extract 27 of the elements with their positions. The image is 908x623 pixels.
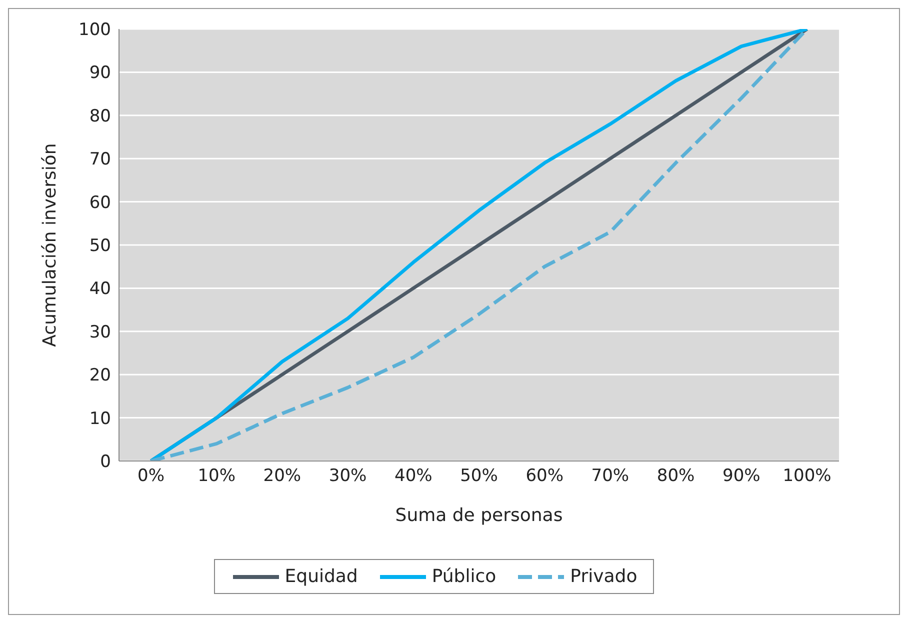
y-tick-label: 50 (89, 236, 111, 256)
y-tick-label: 10 (89, 408, 111, 429)
y-tick-label: 20 (89, 366, 111, 386)
x-tick-label: 20% (263, 466, 302, 486)
y-tick-label: 100 (78, 20, 111, 40)
x-tick-label: 10% (198, 466, 236, 486)
x-tick-label: 60% (526, 466, 564, 486)
legend-label: Privado (569, 566, 638, 587)
legend-label: Público (430, 566, 496, 587)
x-tick-label: 90% (722, 466, 760, 486)
x-tick-label: 40% (394, 466, 432, 486)
x-tick-label: 70% (591, 466, 630, 486)
y-tick-label: 90 (89, 63, 111, 84)
x-tick-label: 0% (138, 466, 164, 486)
y-tick-label: 0 (100, 452, 111, 472)
y-tick-label: 60 (89, 192, 111, 213)
x-tick-label: 30% (328, 466, 367, 486)
x-tick-label: 80% (656, 466, 695, 486)
legend-label: Equidad (284, 566, 358, 587)
y-tick-label: 70 (89, 150, 111, 170)
y-axis-title: Acumulación inversión (39, 143, 60, 347)
y-tick-label: 40 (89, 279, 111, 300)
x-axis-title: Suma de personas (395, 505, 563, 526)
x-tick-label: 50% (460, 466, 498, 486)
x-tick-label: 100% (782, 466, 832, 486)
y-tick-label: 80 (89, 106, 111, 126)
y-tick-label: 30 (89, 322, 111, 342)
